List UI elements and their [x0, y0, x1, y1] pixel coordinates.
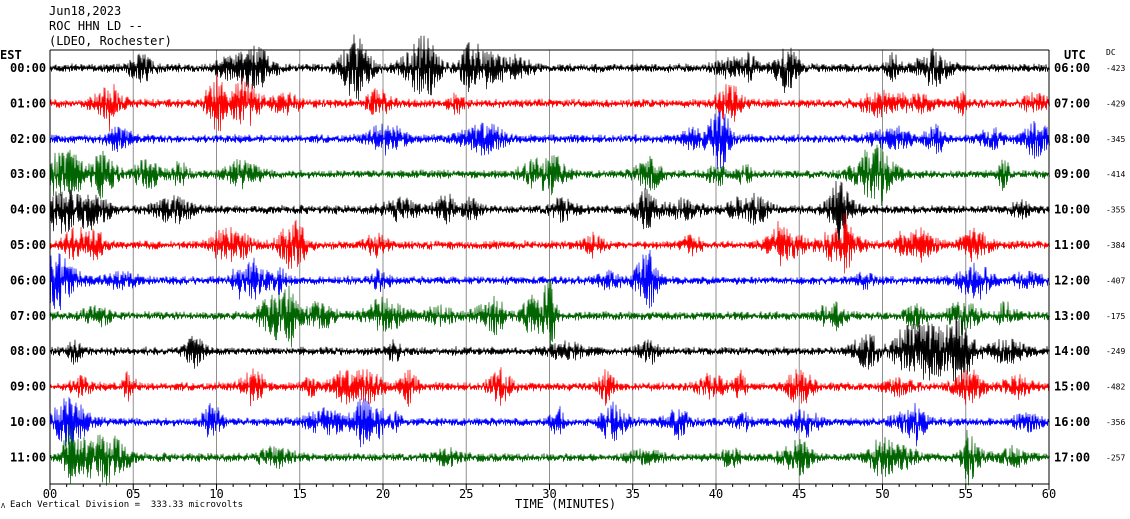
x-axis-label: TIME (MINUTES) [515, 497, 617, 511]
row-label-left: 06:00 [10, 273, 46, 287]
row-label-left: 11:00 [10, 450, 46, 464]
dc-offset-label: -249 [1106, 347, 1125, 356]
dc-offset-label: -384 [1106, 241, 1125, 250]
dc-offset-label: -175 [1106, 312, 1125, 321]
seismic-trace [49, 316, 1050, 383]
row-label-left: 00:00 [10, 61, 46, 75]
x-tick-label: 55 [959, 487, 973, 501]
x-tick-label: 25 [459, 487, 473, 501]
plot-frame [49, 49, 1050, 490]
dc-offset-label: -345 [1106, 135, 1125, 144]
dc-header-label: DC [1106, 48, 1116, 57]
vertical-division-note: Each Vertical Division = 333.33 microvol… [10, 500, 243, 510]
row-label-right: 12:00 [1054, 273, 1090, 287]
row-label-right: 10:00 [1054, 203, 1090, 217]
dc-offset-label: -423 [1106, 64, 1125, 73]
row-label-left: 04:00 [10, 203, 46, 217]
x-tick-label: 10 [209, 487, 223, 501]
x-tick-label: 60 [1042, 487, 1056, 501]
row-label-left: 01:00 [10, 96, 46, 110]
seismic-trace [49, 34, 1050, 101]
dc-offset-label: -429 [1106, 99, 1125, 108]
seismic-trace [49, 74, 1050, 132]
dc-offset-label: -407 [1106, 276, 1125, 285]
row-label-right: 09:00 [1054, 167, 1090, 181]
row-label-left: 02:00 [10, 132, 46, 146]
x-tick-label: 50 [875, 487, 889, 501]
x-tick-label: 00 [43, 487, 57, 501]
row-label-left: 05:00 [10, 238, 46, 252]
axis-labels: 00:00 06:00 -423 01:00 07:00 -429 02:00 08:00 -3… [10, 61, 1125, 501]
row-label-left: 09:00 [10, 380, 46, 394]
network-name: (LDEO, Rochester) [49, 34, 172, 48]
grid-lines [132, 50, 967, 484]
row-label-left: 07:00 [10, 309, 46, 323]
seismic-trace [49, 249, 1050, 311]
row-label-right: 08:00 [1054, 132, 1090, 146]
row-label-left: 08:00 [10, 344, 46, 358]
row-label-right: 13:00 [1054, 309, 1090, 323]
row-label-right: 06:00 [1054, 61, 1090, 75]
left-timezone-label: EST [0, 48, 22, 62]
x-tick-label: 30 [542, 487, 556, 501]
x-tick-label: 05 [126, 487, 140, 501]
trace-group [49, 34, 1050, 486]
corner-glyph: Λ [1, 502, 6, 510]
dc-offset-label: -355 [1106, 206, 1125, 215]
seismic-trace [49, 143, 1050, 207]
row-label-right: 14:00 [1054, 344, 1090, 358]
chart-date: Jun18,2023 [49, 4, 122, 18]
dc-offset-label: -257 [1106, 453, 1125, 462]
row-label-right: 07:00 [1054, 96, 1090, 110]
dc-offset-label: -356 [1106, 418, 1125, 427]
seismic-trace [49, 213, 1050, 274]
row-label-left: 03:00 [10, 167, 46, 181]
right-timezone-label: UTC [1064, 48, 1086, 62]
seismic-trace [49, 424, 1050, 486]
row-label-right: 17:00 [1054, 450, 1090, 464]
dc-offset-label: -414 [1106, 170, 1125, 179]
row-label-right: 11:00 [1054, 238, 1090, 252]
row-label-right: 16:00 [1054, 415, 1090, 429]
x-tick-label: 20 [376, 487, 390, 501]
seismic-trace [49, 397, 1050, 449]
row-label-left: 10:00 [10, 415, 46, 429]
row-label-right: 15:00 [1054, 380, 1090, 394]
x-tick-label: 45 [792, 487, 806, 501]
seismic-trace [49, 278, 1050, 349]
x-tick-label: 40 [709, 487, 723, 501]
dc-offset-label: -482 [1106, 383, 1125, 392]
x-tick-label: 35 [626, 487, 640, 501]
seismic-trace [49, 367, 1050, 407]
seismic-trace [49, 180, 1050, 245]
x-tick-label: 15 [293, 487, 307, 501]
station-code: ROC HHN LD -- [49, 19, 143, 33]
seismic-trace [49, 111, 1050, 171]
